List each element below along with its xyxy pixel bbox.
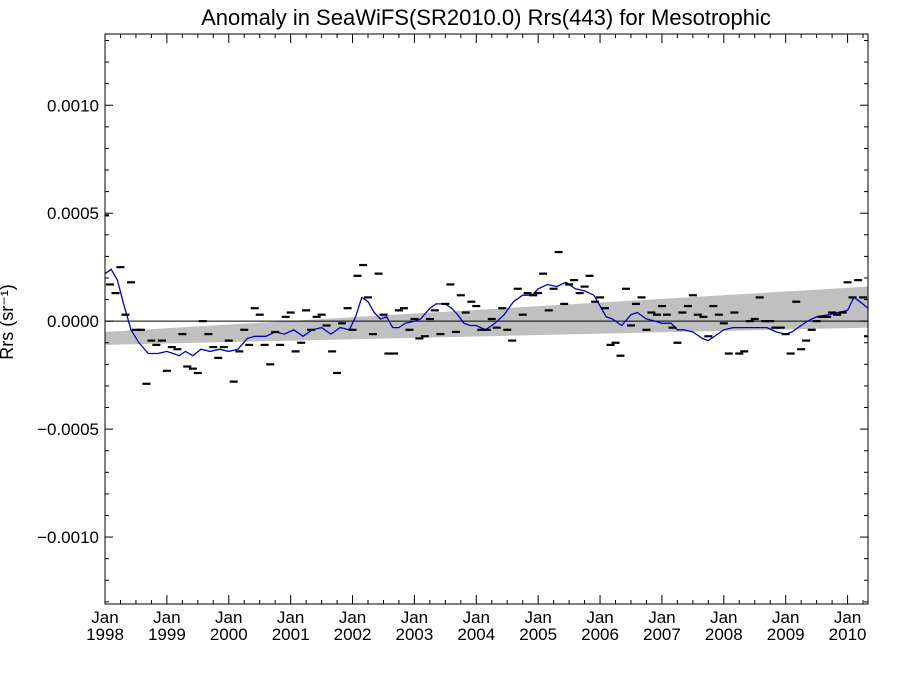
y-axis: 0.0010 0.0005 0.0000 −0.0005 −0.0010 <box>37 39 868 603</box>
x-tick-month-label: Jan <box>772 608 799 627</box>
chart-title: Anomaly in SeaWiFS(SR2010.0) Rrs(443) fo… <box>201 5 771 30</box>
x-tick-month-label: Jan <box>401 608 428 627</box>
x-tick-year-label: 2002 <box>334 625 372 644</box>
smoothed-anomaly-line <box>104 268 869 357</box>
trend-confidence-band <box>105 286 868 345</box>
x-tick-year-label: 2009 <box>767 625 805 644</box>
x-tick-year-label: 2000 <box>210 625 248 644</box>
x-tick-month-label: Jan <box>710 608 737 627</box>
x-tick-month-label: Jan <box>524 608 551 627</box>
y-tick-label: −0.0005 <box>37 420 99 439</box>
x-tick-month-label: Jan <box>277 608 304 627</box>
y-tick-label: 0.0005 <box>47 204 99 223</box>
x-tick-year-label: 2010 <box>829 625 867 644</box>
x-tick-year-label: 1999 <box>148 625 186 644</box>
x-tick-month-label: Jan <box>91 608 118 627</box>
x-tick-year-label: 1998 <box>86 625 124 644</box>
x-axis: Jan1998Jan1999Jan2000Jan2001Jan2002Jan20… <box>86 34 866 644</box>
x-tick-year-label: 2007 <box>643 625 681 644</box>
x-tick-month-label: Jan <box>834 608 861 627</box>
x-tick-year-label: 2003 <box>395 625 433 644</box>
smoothed-line-layer <box>104 268 869 357</box>
plot-frame <box>104 33 869 605</box>
x-tick-month-label: Jan <box>339 608 366 627</box>
x-tick-year-label: 2004 <box>457 625 495 644</box>
x-tick-month-label: Jan <box>463 608 490 627</box>
x-tick-year-label: 2008 <box>705 625 743 644</box>
y-tick-label: 0.0010 <box>47 96 99 115</box>
y-axis-label: Rrs (sr⁻¹) <box>0 284 17 359</box>
monthly-markers-layer <box>105 214 868 385</box>
x-tick-month-label: Jan <box>153 608 180 627</box>
x-tick-year-label: 2001 <box>272 625 310 644</box>
y-tick-label: −0.0010 <box>37 528 99 547</box>
x-tick-year-label: 2006 <box>581 625 619 644</box>
x-tick-month-label: Jan <box>648 608 675 627</box>
x-tick-month-label: Jan <box>215 608 242 627</box>
x-tick-month-label: Jan <box>586 608 613 627</box>
plot-area <box>104 33 869 605</box>
x-tick-year-label: 2005 <box>519 625 557 644</box>
trend-band-layer <box>105 286 868 345</box>
y-tick-label: 0.0000 <box>47 312 99 331</box>
